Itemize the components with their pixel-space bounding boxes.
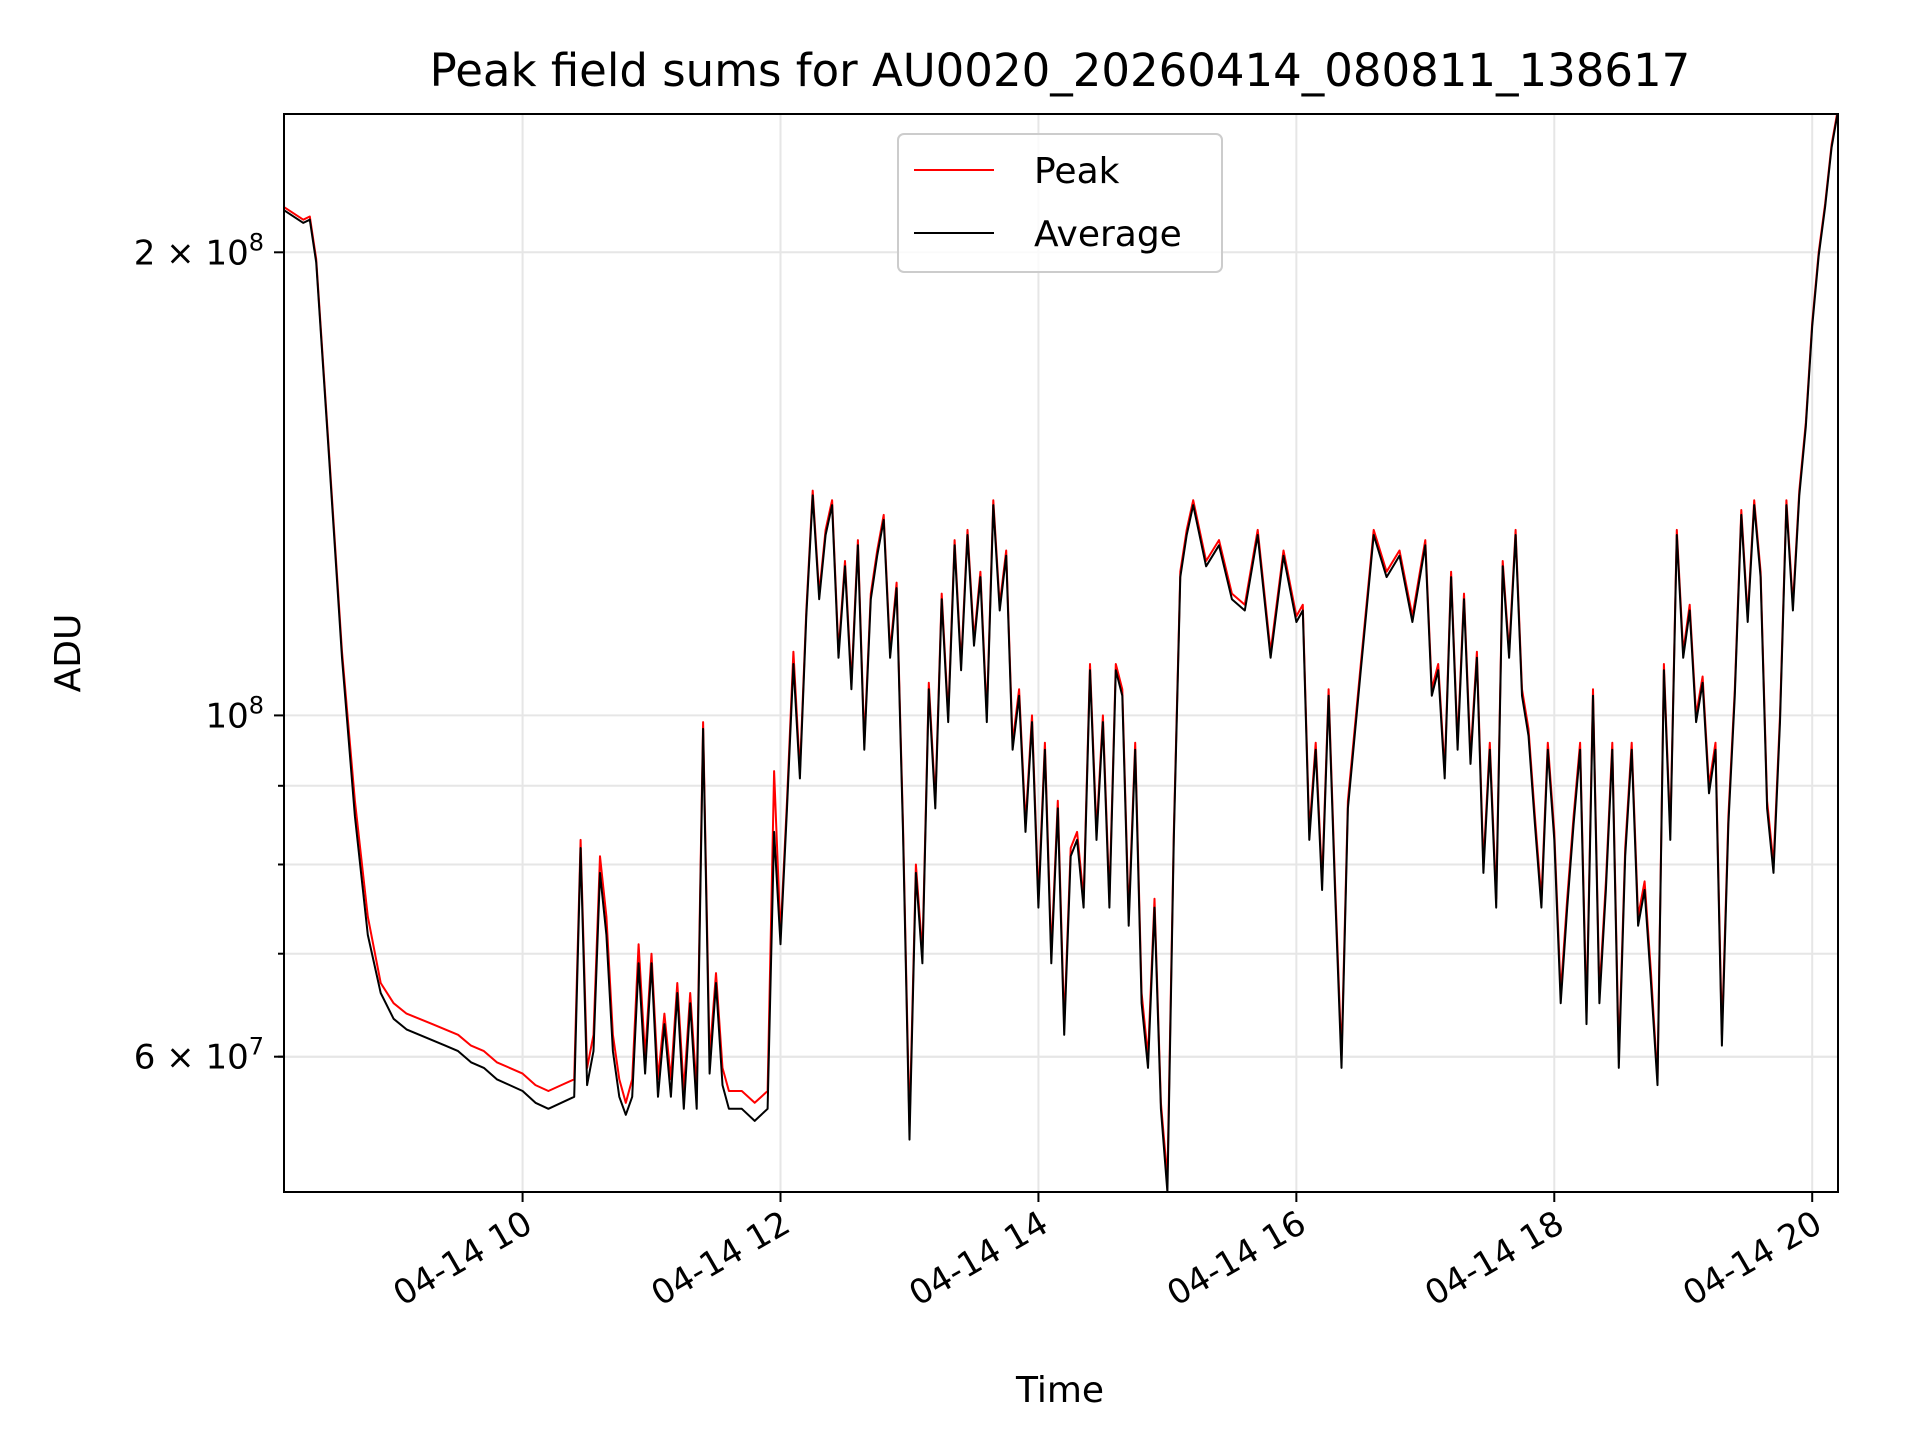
y-tick-label: 108 xyxy=(205,691,264,736)
series-line-average xyxy=(284,114,1838,1192)
grid-lines xyxy=(284,114,1838,1192)
series-layer xyxy=(284,114,1838,1192)
y-axis-label: ADU xyxy=(48,614,89,693)
y-axis-ticks: 108 2 × 108 6 × 107 xyxy=(134,228,284,1078)
legend-peak-label: Peak xyxy=(1034,151,1120,192)
y-tick-label: 2 × 108 xyxy=(134,228,264,273)
legend-box xyxy=(897,133,1223,273)
legend-average-label: Average xyxy=(1034,214,1182,255)
x-axis-label: Time xyxy=(1015,1370,1104,1411)
plot-frame xyxy=(283,113,1839,1193)
chart-title: Peak field sums for AU0020_20260414_0808… xyxy=(430,44,1691,97)
y-tick-label: 6 × 107 xyxy=(134,1033,264,1078)
legend: Peak Average xyxy=(897,133,1223,273)
